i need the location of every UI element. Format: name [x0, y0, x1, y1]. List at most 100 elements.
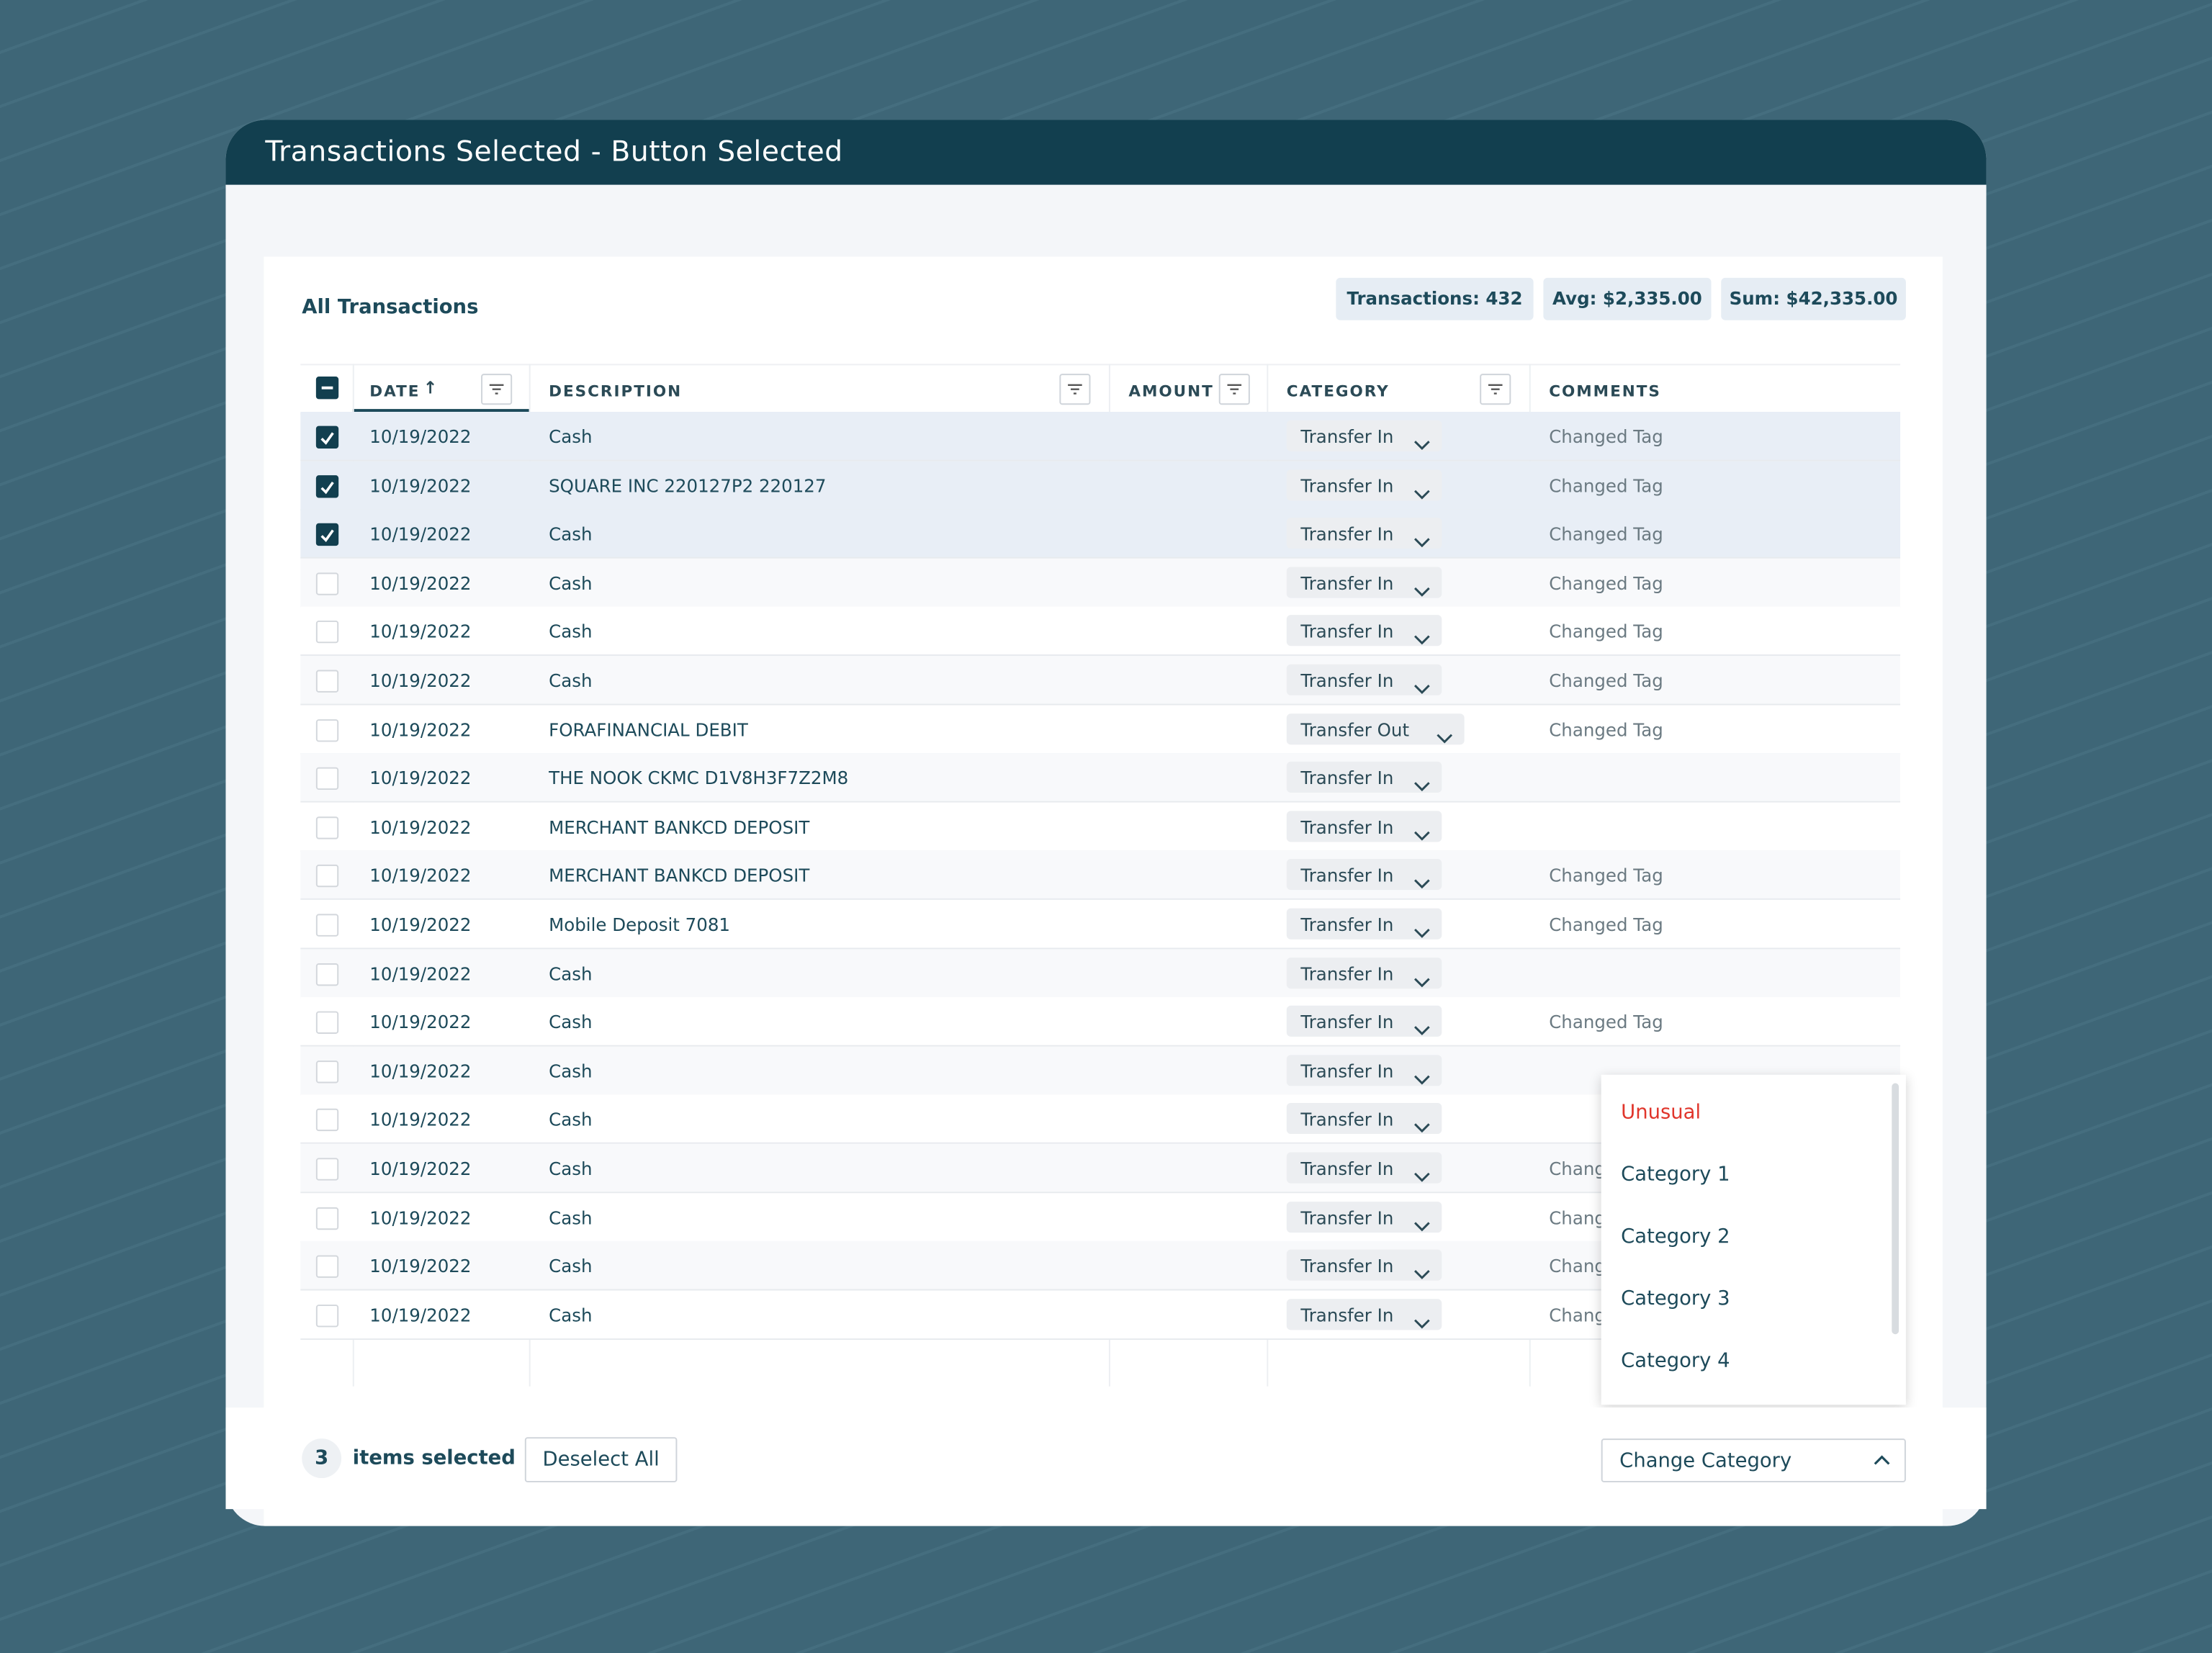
deselect-button[interactable]: Deselect All — [524, 1437, 678, 1482]
chevron — [1414, 1124, 1430, 1133]
category: Transfer In — [1300, 621, 1394, 643]
row-checkbox[interactable] — [315, 1304, 339, 1328]
chevron-down — [1413, 1309, 1431, 1336]
filter-icon[interactable] — [1218, 374, 1250, 405]
comment: Changed Tag — [1549, 670, 1663, 691]
row-checkbox[interactable] — [315, 425, 339, 449]
row-checkbox[interactable] — [315, 670, 339, 693]
chevron-down — [1413, 918, 1431, 945]
description: Cash — [549, 1109, 593, 1130]
category-select[interactable]: Transfer In — [1286, 664, 1442, 695]
chevron — [1414, 489, 1430, 499]
filter-icon[interactable] — [481, 374, 513, 405]
change-category-button[interactable]: Change Category — [1601, 1438, 1906, 1482]
category-select[interactable]: Transfer In — [1286, 859, 1442, 891]
row-checkbox[interactable] — [315, 719, 339, 742]
chevron-down — [1413, 1211, 1431, 1238]
category-select[interactable]: Transfer In — [1286, 957, 1442, 988]
row-checkbox[interactable] — [315, 1255, 339, 1279]
row-checkbox[interactable] — [315, 963, 339, 986]
row-checkbox[interactable] — [315, 1158, 339, 1181]
select-all-checkbox[interactable] — [315, 377, 339, 400]
category: Transfer In — [1300, 670, 1394, 691]
date: 10/19/2022 — [369, 425, 472, 448]
category-select[interactable]: Transfer In — [1286, 1152, 1442, 1184]
category: Transfer In — [1300, 1109, 1394, 1130]
chevron-down — [1413, 967, 1431, 994]
row-checkbox[interactable] — [315, 865, 339, 888]
chevron-down — [1413, 1162, 1431, 1189]
category-select[interactable]: Transfer In — [1286, 1201, 1442, 1233]
row-checkbox[interactable] — [315, 523, 339, 546]
category-select[interactable]: Transfer In — [1286, 908, 1442, 940]
filter-icon[interactable] — [1480, 374, 1511, 405]
category-select[interactable]: Transfer In — [1286, 518, 1442, 549]
category-select[interactable]: Transfer In — [1286, 567, 1442, 598]
category-select[interactable]: Transfer In — [1286, 762, 1442, 793]
comment: Changed Tag — [1549, 523, 1663, 545]
row-checkbox[interactable] — [315, 816, 339, 839]
column-header: DESCRIPTION — [549, 382, 683, 401]
date: 10/19/2022 — [369, 816, 472, 838]
row-checkbox[interactable] — [315, 767, 339, 791]
row-checkbox[interactable] — [315, 1109, 339, 1132]
chevron — [1414, 685, 1430, 694]
dropdown-option[interactable]: Category 2 — [1621, 1225, 1730, 1248]
row-checkbox[interactable] — [315, 474, 339, 497]
row-checkbox[interactable] — [315, 621, 339, 644]
table-row — [300, 704, 1901, 755]
category-select[interactable]: Transfer In — [1286, 469, 1442, 500]
dropdown-option[interactable]: Category 4 — [1621, 1349, 1730, 1373]
category-select[interactable]: Transfer In — [1286, 1006, 1442, 1037]
chevron — [1414, 1026, 1430, 1036]
chevron-down — [1413, 528, 1431, 554]
row-checkbox[interactable] — [315, 1207, 339, 1230]
date: 10/19/2022 — [369, 523, 472, 545]
description: Cash — [549, 1060, 593, 1082]
description: Cash — [549, 1304, 593, 1326]
dropdown-option[interactable]: Unusual — [1621, 1101, 1701, 1125]
check — [320, 432, 334, 445]
sort-arrow: ↑ — [423, 378, 439, 398]
comment: Changed Tag — [1549, 474, 1663, 496]
table-row — [300, 753, 1901, 803]
category: Transfer In — [1300, 523, 1394, 545]
category: Transfer In — [1300, 572, 1394, 594]
category-select[interactable]: Transfer In — [1286, 1298, 1442, 1330]
category: Transfer In — [1300, 1060, 1394, 1082]
date: 10/19/2022 — [369, 572, 472, 594]
description: MERCHANT BANKCD DEPOSIT — [549, 865, 810, 887]
description: Cash — [549, 1011, 593, 1033]
comment: Changed Tag — [1549, 914, 1663, 935]
row-checkbox[interactable] — [315, 572, 339, 595]
category: Transfer In — [1300, 1207, 1394, 1228]
category-select[interactable]: Transfer In — [1286, 1250, 1442, 1282]
date: 10/19/2022 — [369, 1304, 472, 1326]
chevron — [1414, 1172, 1430, 1182]
chevron — [1414, 977, 1430, 987]
footer: 3 items selected Deselect All Change Cat… — [225, 1407, 1987, 1510]
stat-chip: Sum: $42,335.00 — [1721, 277, 1906, 320]
row-checkbox[interactable] — [315, 1011, 339, 1035]
category-select[interactable]: Transfer In — [1286, 420, 1442, 451]
comment: Changed Tag — [1549, 1011, 1663, 1033]
description: Cash — [549, 670, 593, 691]
date: 10/19/2022 — [369, 1060, 472, 1082]
filter-icon[interactable] — [1059, 374, 1091, 405]
comment: Changed Tag — [1549, 572, 1663, 594]
row-checkbox[interactable] — [315, 914, 339, 937]
chevron — [1414, 880, 1430, 890]
category-select[interactable]: Transfer In — [1286, 811, 1442, 842]
chevron — [1414, 587, 1430, 597]
category-select[interactable]: Transfer Out — [1286, 713, 1465, 744]
row-checkbox[interactable] — [315, 1060, 339, 1084]
category: Transfer In — [1300, 767, 1394, 789]
category-select[interactable]: Transfer In — [1286, 615, 1442, 647]
category-select[interactable]: Transfer In — [1286, 1054, 1442, 1086]
dropdown-option[interactable]: Category 3 — [1621, 1287, 1730, 1310]
chevron-down — [1413, 1113, 1431, 1140]
category-select[interactable]: Transfer In — [1286, 1103, 1442, 1135]
category: Transfer In — [1300, 963, 1394, 984]
category: Transfer In — [1300, 425, 1394, 448]
dropdown-option[interactable]: Category 1 — [1621, 1163, 1730, 1186]
